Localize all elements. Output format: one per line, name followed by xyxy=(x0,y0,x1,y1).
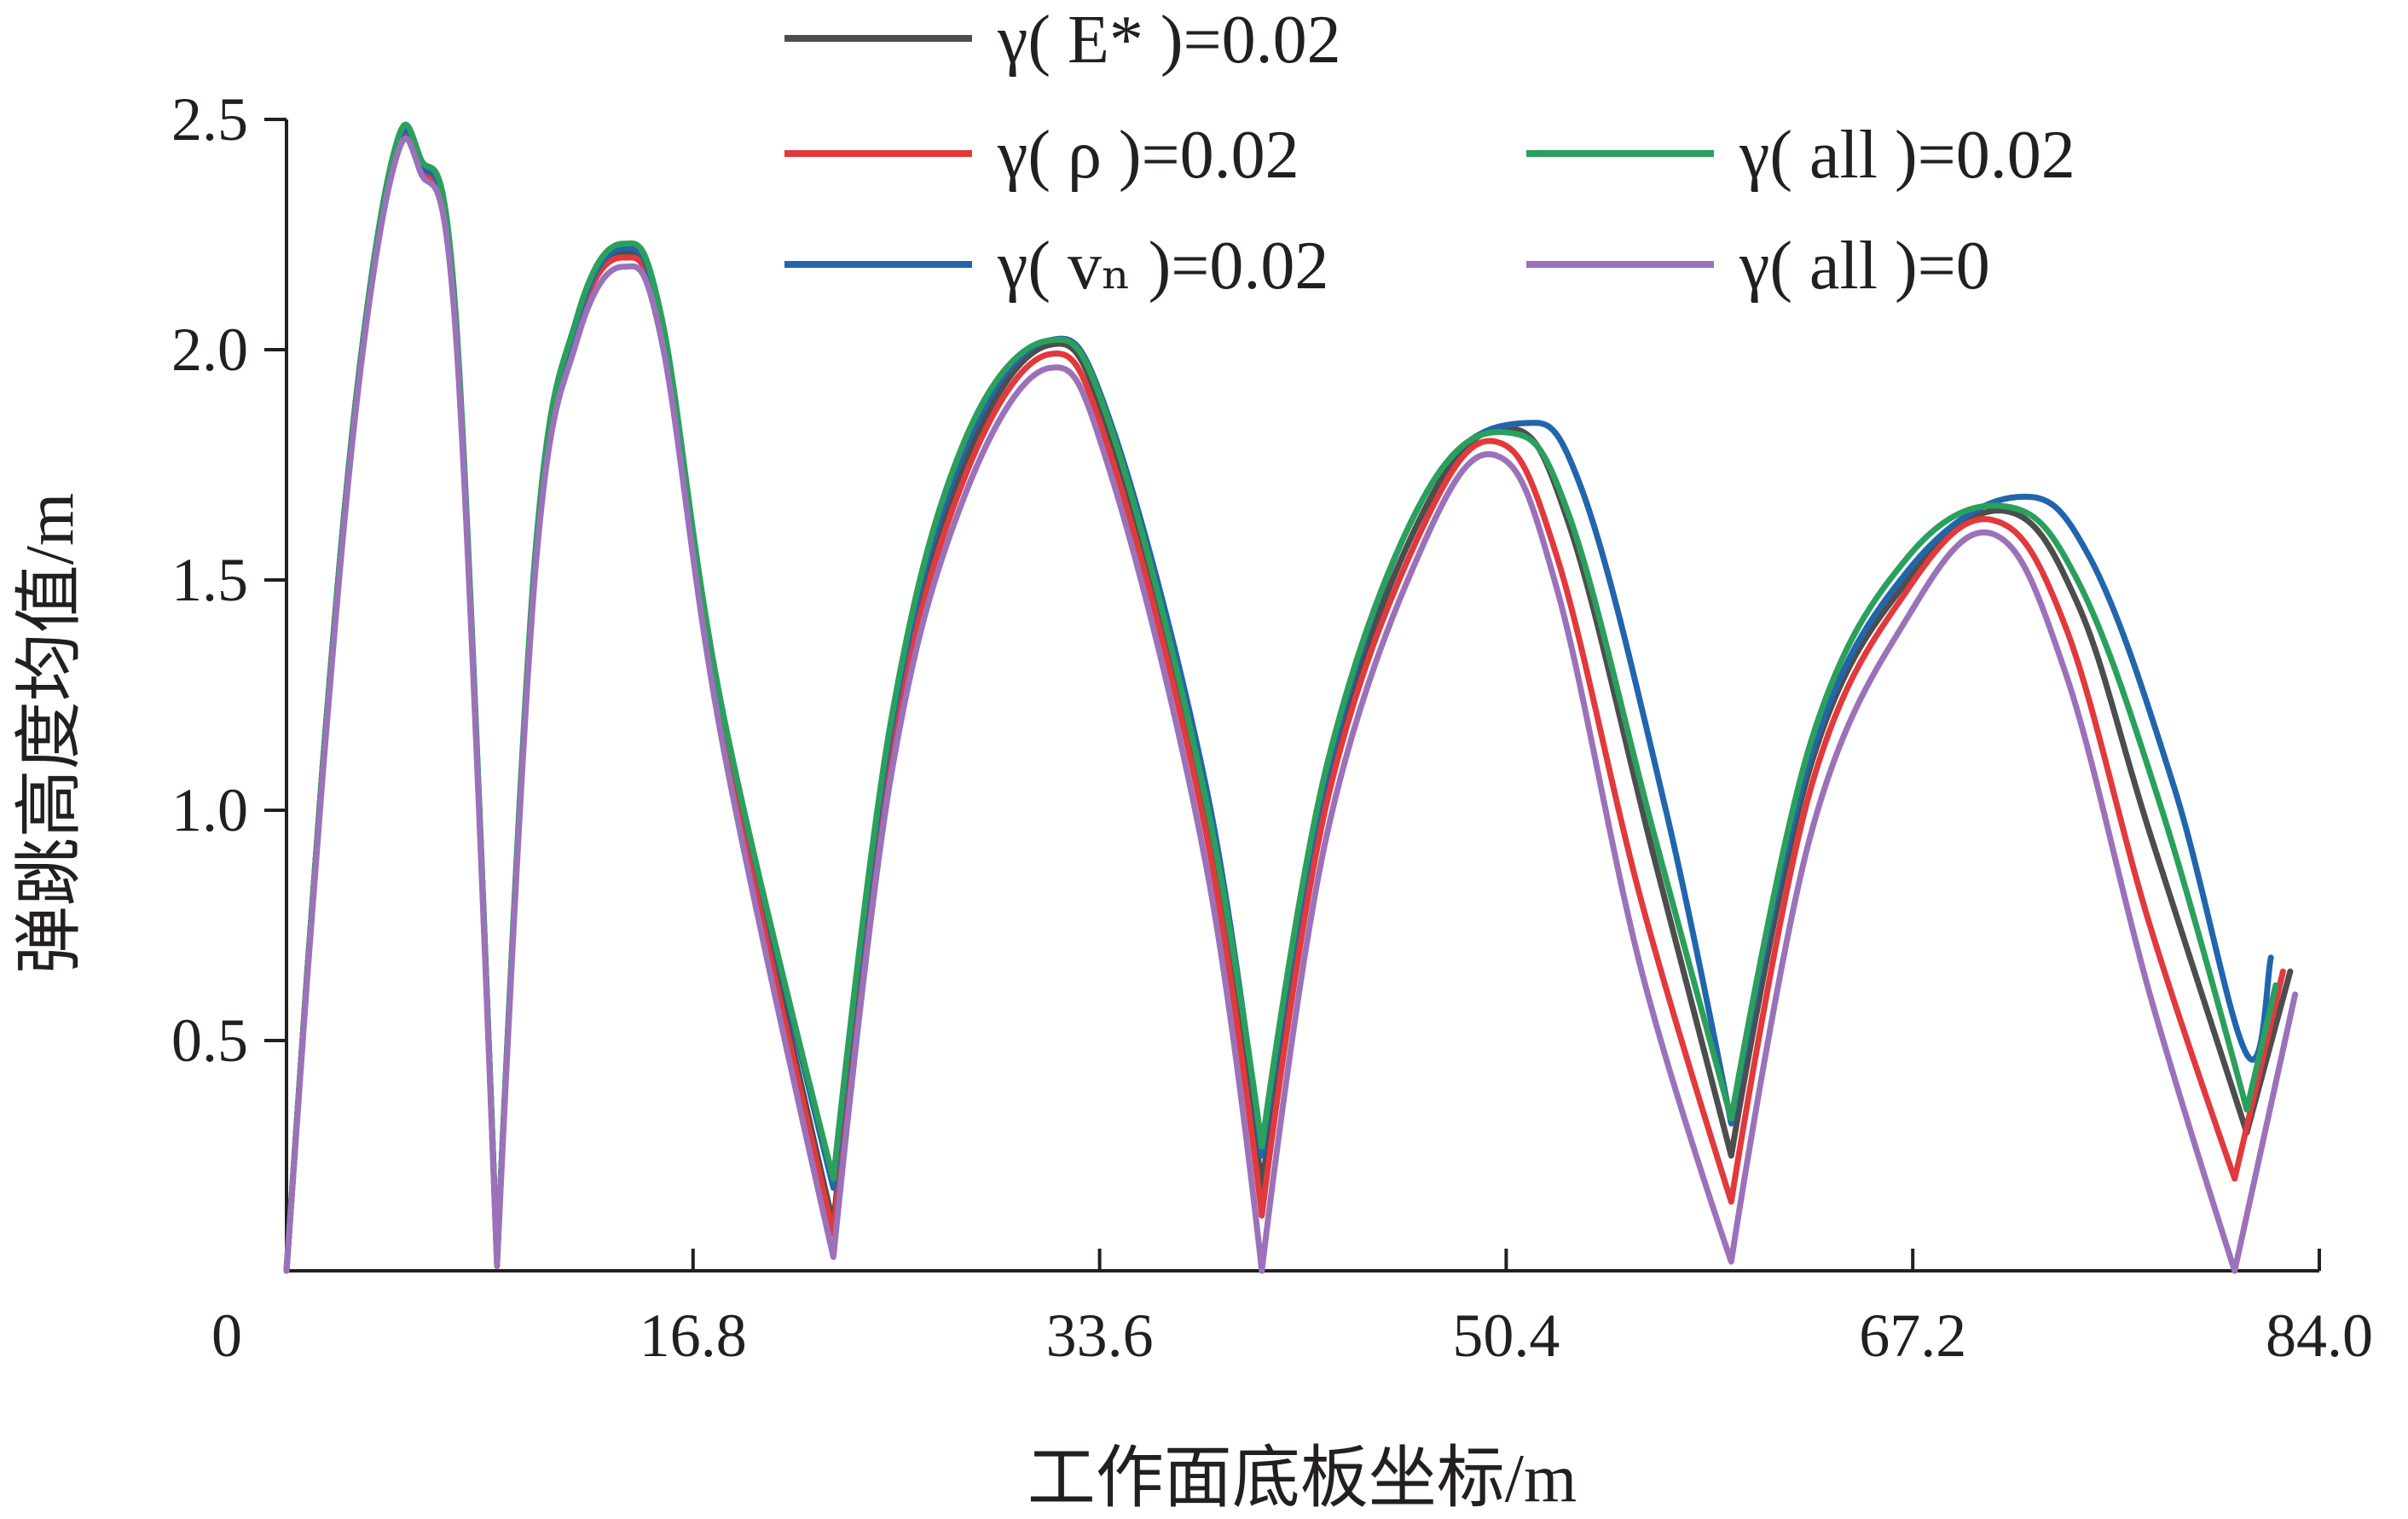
y-tick-label: 0.5 xyxy=(171,1006,248,1075)
legend: γ( E* )=0.02 γ( ρ )=0.02 γ( vₙ )=0.02 γ( al… xyxy=(784,3,2075,304)
y-tick-label: 1.0 xyxy=(171,776,248,844)
y-tick-label: 2.5 xyxy=(171,85,248,154)
y-tick-label: 2.0 xyxy=(171,316,248,384)
legend-label-4: γ( all )=0.02 xyxy=(1739,118,2075,193)
legend-label-5: γ( all )=0 xyxy=(1739,229,1990,304)
x-tick-label: 50.4 xyxy=(1452,1302,1560,1370)
y-axis-title: 弹跳高度均值/m xyxy=(13,493,88,974)
axes: 0 16.8 33.6 50.4 67.2 84.0 0.5 1.0 1.5 2.0 2.5 xyxy=(171,85,2373,1370)
x-tick-label: 16.8 xyxy=(640,1302,747,1370)
x-tick-label: 67.2 xyxy=(1859,1302,1966,1370)
series-line-5 xyxy=(283,136,2299,1274)
legend-label-3: γ( vₙ )=0.02 xyxy=(997,229,1328,304)
x-axis-title: 工作面底板坐标/m xyxy=(1027,1441,1577,1515)
x-tick-label: 0 xyxy=(211,1302,242,1370)
legend-label-2: γ( ρ )=0.02 xyxy=(997,118,1300,193)
legend-label-1: γ( E* )=0.02 xyxy=(997,3,1341,78)
series-layer xyxy=(283,121,2299,1274)
x-tick-label: 33.6 xyxy=(1046,1302,1154,1370)
y-tick-label: 1.5 xyxy=(171,546,248,614)
x-tick-label: 84.0 xyxy=(2266,1302,2373,1370)
